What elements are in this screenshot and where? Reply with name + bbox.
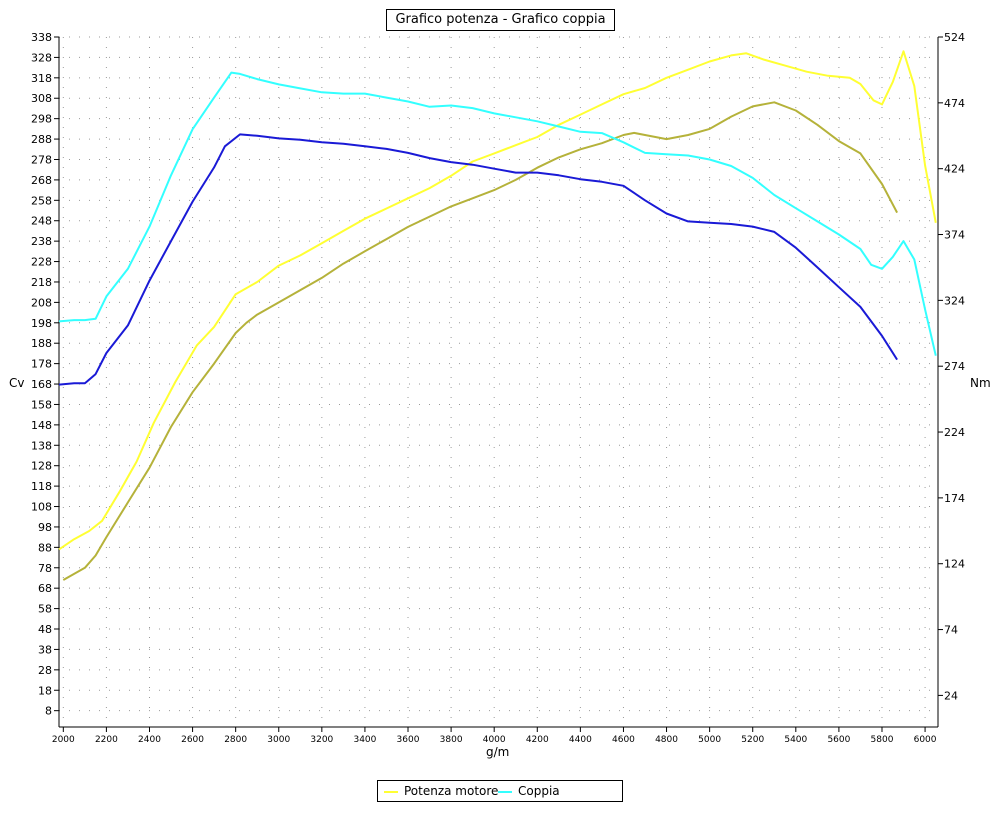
legend-swatch-potenza — [384, 791, 398, 793]
y-tick-label-left: 208 — [31, 296, 52, 309]
y-tick-label-right: 524 — [944, 31, 965, 44]
x-tick-label: 2800 — [224, 735, 247, 745]
y-tick-label-left: 28 — [38, 664, 52, 677]
x-tick-label: 5800 — [871, 735, 894, 745]
y-tick-label-right: 224 — [944, 426, 965, 439]
x-tick-label: 3600 — [397, 735, 420, 745]
x-tick-label: 5400 — [784, 735, 807, 745]
y-tick-label-left: 288 — [31, 133, 52, 146]
grid — [59, 36, 938, 727]
series-lines — [58, 50, 937, 581]
x-tick-label: 2600 — [181, 735, 204, 745]
x-tick-label: 3800 — [440, 735, 463, 745]
y-tick-label-left: 18 — [38, 684, 52, 697]
x-tick-label: 2200 — [95, 735, 118, 745]
y-tick-label-right: 24 — [944, 689, 958, 702]
y-tick-label-left: 238 — [31, 235, 52, 248]
y-tick-label-left: 158 — [31, 398, 52, 411]
y-tick-label-left: 338 — [31, 31, 52, 44]
x-tick-label: 5000 — [698, 735, 721, 745]
y-tick-label-left: 198 — [31, 317, 52, 330]
y-tick-label-left: 48 — [38, 623, 52, 636]
y-tick-label-left: 118 — [31, 480, 52, 493]
y-tick-label-left: 258 — [31, 194, 52, 207]
x-tick-label: 5600 — [827, 735, 850, 745]
series-line-1 — [62, 101, 898, 581]
y-tick-label-right: 474 — [944, 97, 965, 110]
y-tick-label-left: 328 — [31, 51, 52, 64]
y-tick-label-left: 108 — [31, 501, 52, 514]
y-axis-left-label: Cv — [9, 376, 25, 390]
legend-label-potenza: Potenza motore — [404, 784, 499, 798]
y-tick-label-right: 424 — [944, 163, 965, 176]
x-tick-label: 3200 — [310, 735, 333, 745]
chart-title: Grafico potenza - Grafico coppia — [386, 9, 615, 31]
y-tick-label-left: 248 — [31, 215, 52, 228]
x-tick-label: 3000 — [267, 735, 290, 745]
y-tick-label-left: 268 — [31, 174, 52, 187]
y-axis-right-label: Nm — [970, 376, 991, 390]
y-tick-label-left: 318 — [31, 72, 52, 85]
y-tick-label-left: 278 — [31, 153, 52, 166]
y-tick-label-left: 168 — [31, 378, 52, 391]
y-tick-label-left: 98 — [38, 521, 52, 534]
series-line-0 — [58, 50, 937, 551]
x-tick-label: 4000 — [483, 735, 506, 745]
legend-swatch-coppia — [498, 791, 512, 793]
y-tick-label-left: 218 — [31, 276, 52, 289]
y-tick-label-left: 58 — [38, 603, 52, 616]
legend: Potenza motore Coppia — [377, 780, 623, 802]
series-line-2 — [58, 71, 937, 356]
x-tick-label: 4400 — [569, 735, 592, 745]
series-line-3 — [58, 133, 898, 386]
y-tick-label-left: 228 — [31, 256, 52, 269]
y-tick-label-left: 308 — [31, 92, 52, 105]
y-tick-label-left: 148 — [31, 419, 52, 432]
y-tick-label-right: 274 — [944, 360, 965, 373]
x-tick-label: 3400 — [353, 735, 376, 745]
y-tick-label-right: 324 — [944, 294, 965, 307]
x-axis-label: g/m — [486, 745, 510, 759]
y-tick-label-left: 128 — [31, 460, 52, 473]
y-tick-label-left: 178 — [31, 358, 52, 371]
y-tick-label-left: 88 — [38, 541, 52, 554]
y-tick-label-left: 38 — [38, 643, 52, 656]
x-tick-label: 4600 — [612, 735, 635, 745]
x-tick-label: 4200 — [526, 735, 549, 745]
x-tick-label: 4800 — [655, 735, 678, 745]
y-tick-label-right: 374 — [944, 229, 965, 242]
x-tick-label: 2400 — [138, 735, 161, 745]
y-tick-label-left: 78 — [38, 562, 52, 575]
y-tick-label-left: 298 — [31, 113, 52, 126]
y-tick-label-left: 68 — [38, 582, 52, 595]
y-tick-label-right: 124 — [944, 558, 965, 571]
x-tick-label: 5200 — [741, 735, 764, 745]
y-tick-label-right: 174 — [944, 492, 965, 505]
x-tick-label: 2000 — [52, 735, 75, 745]
y-tick-label-right: 74 — [944, 624, 958, 637]
x-tick-label: 6000 — [914, 735, 937, 745]
legend-label-coppia: Coppia — [518, 784, 560, 798]
y-tick-label-left: 188 — [31, 337, 52, 350]
y-tick-label-left: 8 — [45, 705, 52, 718]
axes: 8 18 28 38 48 58 68 78 88 98 108 118 128 138 148 158 168… — [31, 31, 965, 745]
y-tick-label-left: 138 — [31, 439, 52, 452]
